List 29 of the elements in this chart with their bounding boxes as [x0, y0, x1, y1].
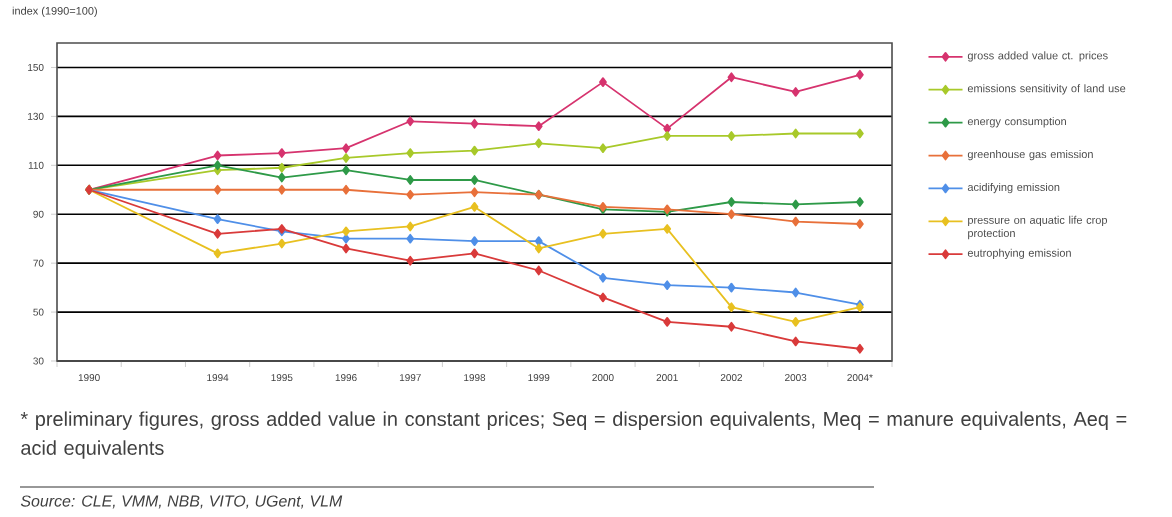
- legend-label: emissions sensitivity of land use: [967, 84, 1126, 95]
- y-tick-label: 50: [33, 308, 44, 316]
- x-tick-label: 1996: [335, 374, 357, 382]
- text: * preliminary figures, gross added value in constant prices; Seq = dispersion equivalents, Meq = manure equivalents, Aeq = acid equivalents: [20, 411, 1127, 459]
- y-tick-label: 110: [28, 161, 44, 169]
- x-tick-label: 2000: [592, 374, 614, 382]
- legend-label: pressure on aquatic life crop protection: [968, 215, 1108, 240]
- legend-label: gross added value ct. prices: [967, 51, 1108, 62]
- x-tick-label: 1999: [528, 374, 550, 382]
- legend-label: eutrophying emission: [967, 248, 1071, 259]
- legend-label: energy consumption: [967, 117, 1066, 128]
- y-tick-label: 70: [33, 259, 44, 267]
- y-tick-label: 130: [28, 112, 44, 120]
- y-axis-title: index (1990=100): [12, 6, 97, 17]
- x-tick-label: 1997: [399, 374, 421, 382]
- x-tick-label: 1998: [464, 374, 486, 382]
- x-tick-label: 1990: [78, 374, 100, 382]
- source-note: Source: CLE, VMM, NBB, VITO, UGent, VLM: [20, 495, 343, 509]
- y-tick-label: 150: [28, 63, 44, 71]
- x-tick-label: 2003: [785, 374, 807, 382]
- x-tick-label: 2002: [720, 374, 742, 382]
- legend-label: acidifying emission: [967, 182, 1060, 194]
- x-tick-label: 2001: [656, 374, 678, 382]
- x-tick-label: 1994: [207, 374, 229, 382]
- y-tick-label: 30: [33, 357, 44, 365]
- x-tick-label: 1995: [271, 374, 293, 382]
- legend-label: greenhouse gas emission: [967, 150, 1093, 161]
- y-tick-label: 90: [33, 210, 44, 218]
- x-tick-label: 2004*: [847, 374, 873, 382]
